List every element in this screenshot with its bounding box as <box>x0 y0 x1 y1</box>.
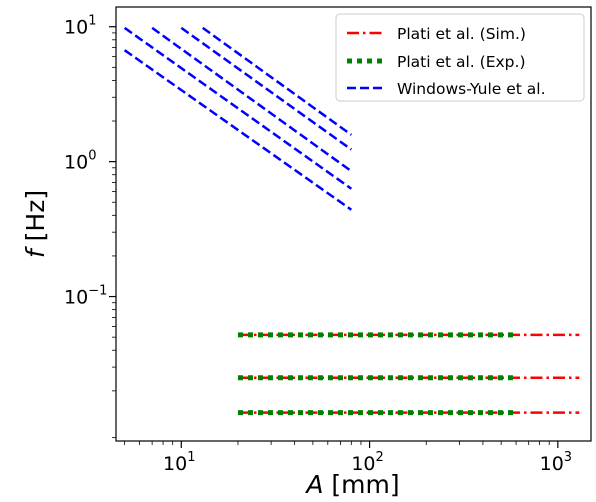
x-tick-label: 103 <box>540 450 572 475</box>
series-dashed-line-4 <box>180 26 353 151</box>
series-dashed-line-3 <box>151 26 353 173</box>
x-tick-label: 101 <box>163 450 195 475</box>
y-tick-label: 100 <box>64 149 96 174</box>
tick-layer: 101 102 103 10−1 100 101 <box>64 14 572 475</box>
legend: Plati et al. (Sim.) Plati et al. (Exp.) … <box>335 13 585 102</box>
legend-label-exp: Plati et al. (Exp.) <box>397 53 526 71</box>
series-dashdot-group <box>237 333 580 414</box>
series-dashed-group <box>123 26 353 211</box>
series-layer <box>123 26 580 416</box>
legend-box <box>335 13 585 102</box>
series-dotted-group <box>237 332 517 416</box>
series-dashed-line-1 <box>123 49 353 211</box>
legend-label-windows-yule: Windows-Yule et al. <box>397 80 546 98</box>
x-axis-label: A [mm] <box>304 470 399 499</box>
y-axis-label: f [Hz] <box>21 190 50 258</box>
legend-label-sim: Plati et al. (Sim.) <box>397 25 526 43</box>
series-dashed-line-2 <box>123 26 353 190</box>
plot-frame <box>115 6 592 442</box>
y-tick-label: 10−1 <box>64 284 107 309</box>
y-tick-label: 101 <box>64 14 96 39</box>
series-dashed-line-5 <box>202 26 353 136</box>
x-tick-label: 102 <box>351 450 383 475</box>
